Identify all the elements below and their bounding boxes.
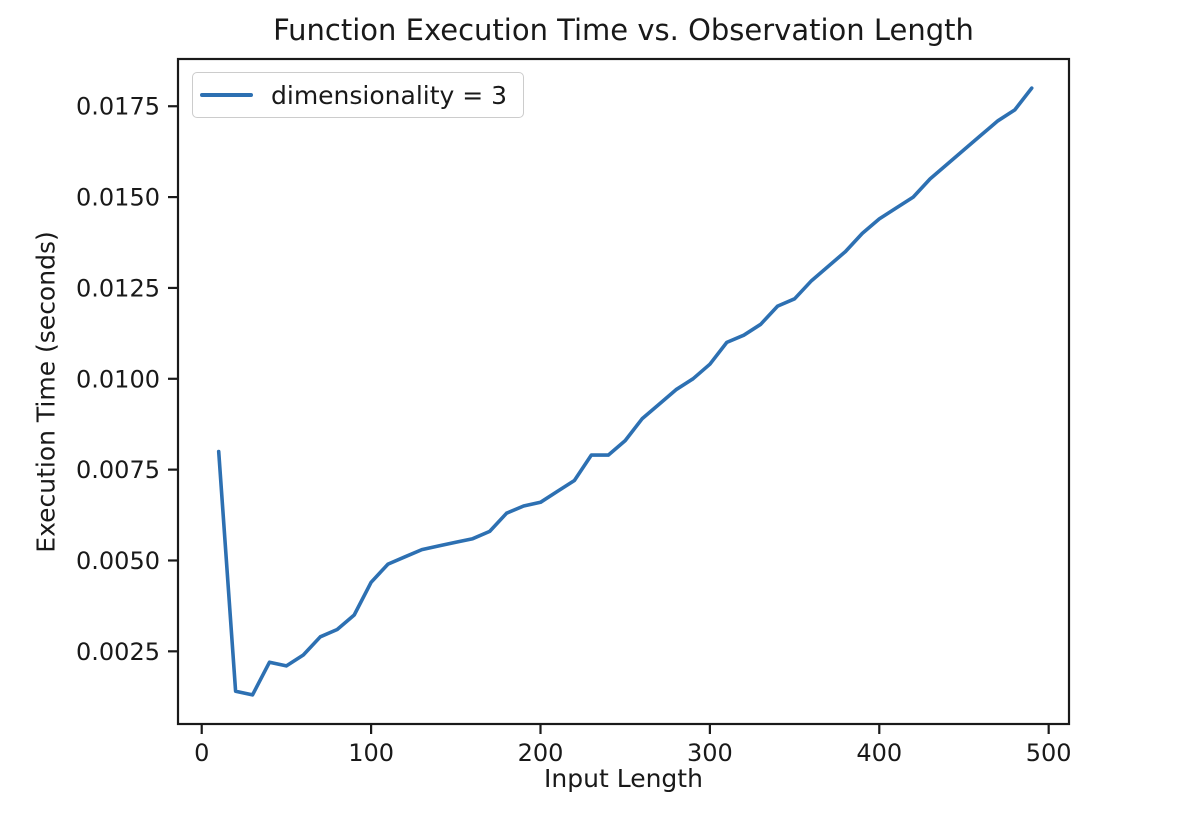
x-tick-label: 100 [348,739,394,767]
chart-title: Function Execution Time vs. Observation … [273,13,974,47]
y-tick-label: 0.0150 [76,184,160,212]
y-tick-label: 0.0050 [76,547,160,575]
series-line [216,86,1034,697]
x-axis-label: Input Length [544,764,703,793]
axes-frame [176,57,1071,726]
x-tick-label: 0 [194,739,209,767]
x-tick-label: 200 [518,739,564,767]
legend: dimensionality = 3 [192,72,525,118]
y-tick-label: 0.0175 [76,93,160,121]
x-tick-label: 400 [856,739,902,767]
y-axis-label: Execution Time (seconds) [31,231,61,553]
x-tick-label: 300 [687,739,733,767]
x-tick-label: 500 [1026,739,1072,767]
legend-line-swatch [200,93,253,97]
y-tick-label: 0.0025 [76,638,160,666]
legend-label: dimensionality = 3 [271,80,508,110]
y-tick-label: 0.0075 [76,456,160,484]
y-tick-label: 0.0125 [76,274,160,302]
y-tick-label: 0.0100 [76,365,160,393]
